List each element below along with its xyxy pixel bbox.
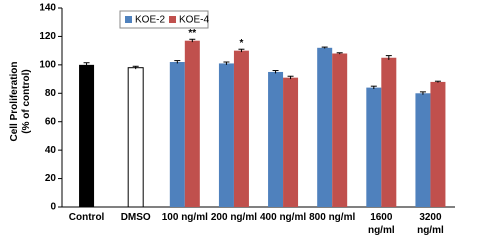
y-axis-label: Cell Proliferation(% of control) (9, 61, 32, 141)
y-tick-label: 140 (39, 3, 56, 14)
y-tick-label: 0 (50, 202, 56, 213)
error-bar (83, 62, 90, 67)
y-tick-label: 60 (45, 116, 57, 127)
bar (79, 64, 95, 207)
bar (268, 71, 284, 207)
y-tick-label: 20 (45, 173, 57, 184)
error-bar (238, 48, 245, 53)
x-tick-label: 200 ng/ml (211, 212, 257, 223)
error-bar (419, 91, 426, 95)
x-tick-label: 3200 ng/ml (417, 212, 444, 236)
bar (184, 40, 200, 207)
legend-swatch (169, 16, 176, 23)
x-tick-label: 400 ng/ml (260, 212, 306, 223)
x-tick-label: DMSO (121, 212, 151, 223)
x-tick-label: 100 ng/ml (162, 212, 208, 223)
bar (366, 87, 382, 207)
bar (127, 67, 144, 208)
x-tick-label: 1600 ng/ml (368, 212, 395, 236)
x-tick-label: 800 ng/ml (309, 212, 355, 223)
error-bar (336, 52, 343, 55)
error-bar (223, 61, 230, 65)
error-bar (174, 60, 181, 64)
error-bar (434, 80, 441, 83)
bar (233, 50, 249, 208)
bar (415, 93, 431, 207)
annotation: ** (188, 28, 196, 39)
legend-label: KOE-4 (179, 15, 209, 26)
error-bar (370, 85, 377, 90)
y-tick-label: 120 (39, 31, 56, 42)
bar (283, 77, 299, 208)
bar (218, 63, 234, 207)
error-bar (132, 65, 139, 70)
bar (317, 47, 333, 207)
y-tick-label: 40 (45, 145, 57, 156)
error-bar (189, 38, 196, 43)
x-tick-label: Control (69, 212, 105, 223)
error-bar (287, 75, 294, 80)
legend-label: KOE-2 (135, 15, 165, 26)
bar (169, 62, 185, 208)
bar (332, 53, 348, 207)
error-bar (272, 70, 279, 74)
error-bar (385, 55, 392, 60)
bar (430, 81, 446, 207)
bar (381, 57, 397, 207)
y-tick-label: 80 (45, 88, 57, 99)
annotation: * (239, 38, 243, 49)
error-bar (321, 46, 328, 49)
y-tick-label: 100 (39, 59, 56, 70)
legend-swatch (125, 16, 132, 23)
legend-box (119, 10, 209, 29)
